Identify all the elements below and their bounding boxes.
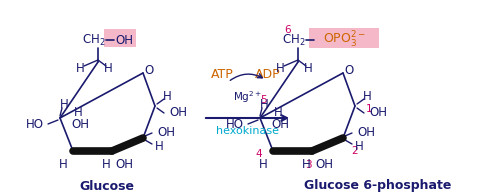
FancyBboxPatch shape: [308, 28, 378, 48]
Text: 4: 4: [255, 149, 262, 159]
Text: 3: 3: [304, 160, 311, 170]
Text: 1: 1: [365, 104, 372, 114]
Text: H: H: [76, 61, 84, 74]
Text: CH$_2$: CH$_2$: [282, 32, 305, 48]
Text: H: H: [155, 141, 164, 153]
Text: H: H: [273, 105, 282, 119]
Text: H: H: [162, 90, 171, 104]
Text: Glucose 6-phosphate: Glucose 6-phosphate: [303, 180, 451, 192]
Text: OH: OH: [157, 126, 175, 138]
Text: OPO$_3^{2-}$: OPO$_3^{2-}$: [322, 30, 365, 50]
Text: O: O: [144, 65, 153, 77]
Text: H: H: [354, 141, 363, 153]
Text: OH: OH: [271, 118, 288, 130]
Text: H: H: [275, 61, 284, 74]
Text: OH: OH: [314, 159, 333, 171]
Text: Mg$^{2+}$: Mg$^{2+}$: [233, 89, 262, 105]
Text: ATP: ATP: [210, 67, 233, 81]
FancyArrowPatch shape: [230, 74, 262, 80]
Text: H: H: [303, 63, 312, 75]
Text: OH: OH: [71, 118, 89, 130]
Text: CH$_2$: CH$_2$: [82, 32, 106, 48]
Text: H: H: [60, 98, 68, 111]
Text: OH: OH: [115, 34, 133, 46]
Text: O: O: [344, 65, 353, 77]
Text: 2: 2: [351, 146, 358, 156]
Text: H: H: [258, 159, 267, 171]
Text: 5: 5: [260, 95, 267, 105]
FancyBboxPatch shape: [104, 29, 136, 47]
Text: HO: HO: [226, 118, 243, 130]
Text: OH: OH: [168, 106, 187, 120]
Text: H: H: [362, 90, 371, 104]
Text: HO: HO: [26, 118, 44, 130]
Text: OH: OH: [356, 126, 374, 138]
Text: ADP: ADP: [255, 67, 280, 81]
Text: hexokinase: hexokinase: [216, 126, 279, 136]
Text: H: H: [104, 63, 112, 75]
Text: OH: OH: [115, 159, 133, 171]
Text: H: H: [74, 105, 82, 119]
Text: OH: OH: [368, 106, 386, 120]
Text: 6: 6: [284, 25, 291, 35]
Text: H: H: [259, 98, 268, 111]
Text: H: H: [59, 159, 67, 171]
Text: Glucose: Glucose: [79, 180, 134, 192]
Text: H: H: [301, 159, 310, 171]
Text: H: H: [102, 159, 110, 171]
